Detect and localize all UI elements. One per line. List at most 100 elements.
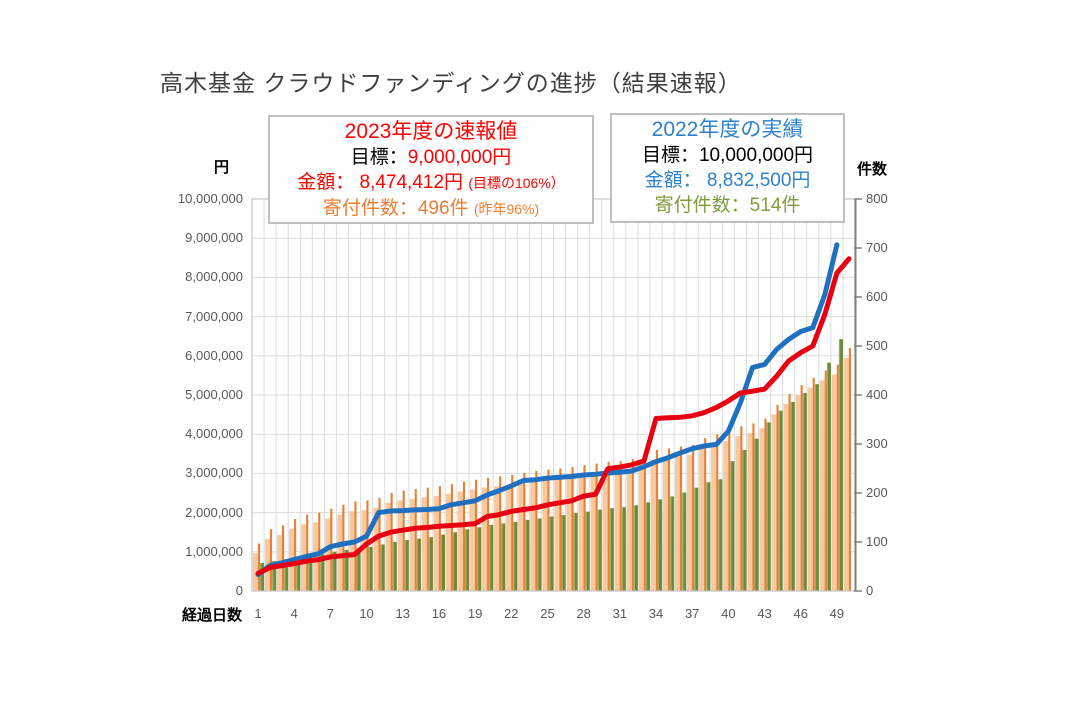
x-axis-tick-label: 22 (504, 606, 519, 621)
bar-2022 (477, 527, 482, 591)
bar-2022 (682, 492, 687, 591)
bars-2023-donations (252, 347, 851, 591)
bar-2023-light (325, 518, 331, 591)
bar-2022 (706, 482, 711, 591)
bar-2023-dark (414, 489, 417, 591)
bar-2023-dark (752, 423, 755, 591)
bar-2023-light (542, 479, 548, 591)
left-axis-tick-label: 1,000,000 (185, 543, 243, 559)
bar-2023-light (373, 507, 379, 591)
bar-2022 (356, 548, 361, 591)
bar-2023-light (445, 493, 451, 591)
bar-2023-light (506, 484, 512, 591)
bar-2023-dark (848, 347, 851, 591)
bar-2023-dark (511, 474, 514, 591)
bar-2023-dark (692, 444, 695, 591)
bar-2022 (525, 519, 530, 591)
bar-2023-dark (378, 497, 381, 591)
bar-2023-light (566, 476, 572, 591)
info-box-2023-amount: 金額： 8,474,412円 (目標の106%） (270, 170, 592, 196)
right-axis-tick-label: 100 (866, 534, 888, 549)
right-axis-tick-label: 400 (866, 387, 888, 402)
left-axis-tick-label: 7,000,000 (185, 308, 243, 324)
bar-2023-dark (655, 449, 658, 591)
right-axis-tick-label: 0 (866, 583, 874, 598)
bar-2023-dark (535, 470, 538, 591)
right-axis-tick-label: 600 (866, 289, 888, 304)
bar-2023-light (735, 436, 741, 591)
bar-2023-light (711, 444, 717, 591)
bar-2023-light (675, 456, 680, 591)
bar-2023-dark (571, 467, 574, 591)
left-axis-tick-label: 10,000,000 (177, 191, 243, 206)
bar-2023-light (385, 502, 391, 591)
bar-2022 (826, 362, 831, 591)
bar-2023-dark (523, 472, 526, 591)
bar-2023-light (361, 510, 367, 591)
bar-2023-light (831, 374, 837, 591)
x-axis-tick-label: 46 (793, 606, 808, 621)
bar-2023-dark (800, 385, 803, 591)
bar-2022 (272, 561, 277, 591)
bar-2023-light (457, 491, 463, 591)
bar-2022 (440, 534, 445, 591)
info-box-2023-heading: 2023年度の速報値 (344, 120, 518, 143)
bar-2022 (621, 507, 626, 591)
bar-2023-light (482, 487, 488, 591)
right-axis-tick-label: 800 (866, 191, 888, 206)
bar-2023-dark (330, 508, 333, 591)
info-box-2022-donations: 寄付件数：514件 (654, 195, 801, 216)
bar-2023-dark (487, 477, 490, 591)
bar-2023-light (699, 447, 705, 591)
x-axis-tick-label: 40 (721, 606, 736, 621)
bar-2023-light (638, 463, 644, 591)
bar-2023-light (530, 480, 536, 591)
bar-2023-dark (728, 431, 731, 591)
bar-2022 (585, 511, 590, 591)
bar-2022 (718, 479, 723, 591)
bar-2022 (452, 532, 458, 591)
right-axis-unit-label: 件数 (857, 161, 888, 178)
bar-2023-light (626, 468, 632, 591)
bar-2023-dark (776, 404, 779, 591)
bar-2023-light (494, 486, 500, 591)
left-axis-tick-label: 8,000,000 (185, 269, 243, 285)
bar-2022 (332, 551, 337, 591)
bar-2023-dark (282, 525, 285, 591)
bar-2023-dark (547, 469, 550, 591)
bar-2022 (657, 499, 663, 591)
bar-2022 (609, 508, 614, 591)
amount-note-2023: (目標の106%） (468, 175, 565, 191)
x-axis-tick-label: 31 (612, 606, 628, 621)
bar-2023-light (578, 474, 584, 591)
amount-value-2023: 金額： 8,474,412円 (297, 172, 464, 193)
bar-2023-dark (294, 518, 297, 591)
bar-2022 (416, 538, 421, 591)
bar-2023-dark (812, 377, 815, 591)
bar-2023-dark (667, 448, 671, 591)
bar-2023-light (650, 459, 656, 591)
bar-2023-light (590, 473, 596, 591)
bar-2022 (790, 401, 795, 591)
bar-2022 (754, 438, 759, 591)
bar-2023-light (397, 500, 403, 591)
right-axis (854, 198, 862, 592)
donations-note-2023: (昨年96%) (473, 201, 540, 217)
bar-2022 (428, 537, 433, 591)
bar-2022 (537, 518, 542, 591)
left-axis-tick-label: 2,000,000 (185, 504, 243, 520)
x-axis-tick-label: 34 (648, 606, 664, 621)
bar-2023-light (518, 482, 524, 591)
bar-2023-light (409, 498, 415, 591)
bar-2023-dark (474, 479, 478, 591)
bar-2023-light (795, 395, 801, 591)
x-axis-tick-label: 10 (359, 606, 374, 621)
left-axis-tick-label: 3,000,000 (185, 465, 243, 481)
left-axis-tick-label: 4,000,000 (185, 426, 243, 442)
bar-2023-dark (836, 364, 839, 591)
bar-2022 (742, 449, 747, 591)
x-axis-label: 経過日数 (182, 607, 243, 624)
bar-2023-light (252, 553, 258, 591)
bar-2022 (814, 384, 819, 591)
